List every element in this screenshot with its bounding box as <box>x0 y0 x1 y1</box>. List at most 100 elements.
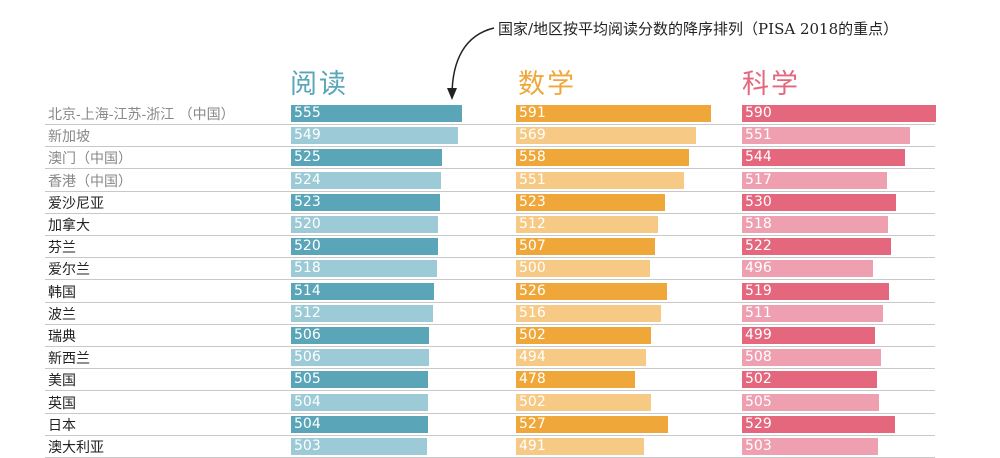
chart-row: 瑞典 506 502 499 <box>45 324 935 347</box>
data-label: 502 <box>745 371 772 388</box>
bar: 494 <box>516 349 646 367</box>
category-label: 香港（中国） <box>48 173 132 190</box>
data-label: 505 <box>294 371 321 388</box>
series-header: 数学 <box>518 69 576 100</box>
bar: 503 <box>291 438 427 455</box>
bar: 523 <box>291 193 441 211</box>
category-label: 澳大利亚 <box>48 440 104 456</box>
bar: 520 <box>291 216 439 233</box>
bar: 518 <box>291 260 438 278</box>
data-label: 503 <box>294 438 321 454</box>
arrow-icon <box>447 27 495 100</box>
data-label: 551 <box>519 171 546 188</box>
bar: 520 <box>291 238 439 256</box>
category-label: 日本 <box>48 417 76 434</box>
category-label: 新西兰 <box>48 351 90 368</box>
chart-row: 波兰 512 516 511 <box>45 302 935 325</box>
data-label: 499 <box>745 327 772 343</box>
bar: 491 <box>516 438 644 455</box>
data-label: 518 <box>294 260 321 277</box>
data-label: 504 <box>294 415 321 432</box>
bar: 502 <box>742 371 878 389</box>
data-label: 503 <box>745 438 772 454</box>
category-label: 芬兰 <box>48 240 76 257</box>
bar: 496 <box>742 260 874 278</box>
data-label: 508 <box>745 349 772 366</box>
bar: 518 <box>742 216 889 233</box>
data-label: 506 <box>294 327 321 343</box>
bar: 527 <box>516 415 669 433</box>
chart-row: 北京-上海-江苏-浙江 （中国） 555 591 590 <box>45 102 937 125</box>
data-label: 520 <box>294 238 321 255</box>
category-label: 北京-上海-江苏-浙江 （中国） <box>48 107 235 123</box>
data-label: 478 <box>519 371 546 388</box>
bar: 591 <box>516 105 711 122</box>
data-label: 500 <box>519 260 546 277</box>
data-label: 518 <box>745 216 772 232</box>
chart-row: 韩国 514 526 519 <box>45 280 935 303</box>
data-label: 551 <box>745 127 772 144</box>
bar: 512 <box>516 216 659 233</box>
chart-row: 英国 504 502 505 <box>45 391 935 414</box>
data-label: 502 <box>519 327 546 343</box>
data-label: 506 <box>294 349 321 366</box>
data-label: 516 <box>519 304 546 321</box>
data-label: 523 <box>519 193 546 210</box>
bar: 504 <box>291 393 428 411</box>
data-label: 491 <box>519 438 546 454</box>
bar: 505 <box>291 371 429 389</box>
category-label: 澳门（中国） <box>48 151 132 168</box>
chart-row: 澳大利亚 503 491 503 <box>45 435 935 458</box>
data-label: 530 <box>745 193 772 210</box>
bar: 522 <box>742 238 891 256</box>
data-label: 549 <box>294 127 321 144</box>
bar: 506 <box>291 349 430 367</box>
data-label: 526 <box>519 282 546 299</box>
bar: 551 <box>516 171 685 189</box>
chart-row: 芬兰 520 507 522 <box>45 235 935 259</box>
bar: 517 <box>742 171 888 189</box>
bar: 502 <box>516 393 652 411</box>
chart-row: 香港（中国） 524 551 517 <box>45 169 935 192</box>
category-label: 爱尔兰 <box>48 262 90 279</box>
bar: 499 <box>742 327 876 344</box>
bar: 514 <box>291 282 435 300</box>
bar: 525 <box>291 149 442 167</box>
data-label: 558 <box>519 149 546 166</box>
bar: 530 <box>742 193 897 211</box>
bar: 504 <box>291 415 428 433</box>
bar: 505 <box>742 393 880 411</box>
data-label: 512 <box>294 304 321 321</box>
bar: 506 <box>291 327 430 344</box>
bar: 502 <box>516 327 652 344</box>
bar: 549 <box>291 127 458 145</box>
data-label: 502 <box>519 393 546 410</box>
data-label: 555 <box>294 105 321 121</box>
bar: 558 <box>516 149 689 167</box>
bar: 544 <box>742 149 906 167</box>
bar: 507 <box>516 238 655 256</box>
chart-row: 新西兰 506 494 508 <box>45 346 935 370</box>
category-label: 美国 <box>48 373 76 390</box>
data-label: 507 <box>519 238 546 255</box>
bar: 523 <box>516 193 666 211</box>
annotation: 国家/地区按平均阅读分数的降序排列（PISA 2018的重点） <box>498 20 899 38</box>
bar: 526 <box>516 282 668 300</box>
bar: 569 <box>516 127 697 145</box>
data-label: 494 <box>519 349 546 366</box>
category-label: 新加坡 <box>48 129 90 146</box>
category-label: 加拿大 <box>48 218 90 234</box>
chart-row: 爱沙尼亚 523 523 530 <box>45 191 935 214</box>
chart-row: 美国 505 478 502 <box>45 368 935 392</box>
data-label: 520 <box>294 216 321 232</box>
data-label: 517 <box>745 171 772 188</box>
bar: 511 <box>742 304 884 322</box>
bar: 519 <box>742 282 889 300</box>
data-label: 512 <box>519 216 546 232</box>
data-label: 505 <box>745 393 772 410</box>
data-label: 522 <box>745 238 772 255</box>
bar: 529 <box>742 415 896 433</box>
category-label: 瑞典 <box>48 329 76 345</box>
bar: 508 <box>742 349 882 367</box>
bar: 555 <box>291 105 462 122</box>
